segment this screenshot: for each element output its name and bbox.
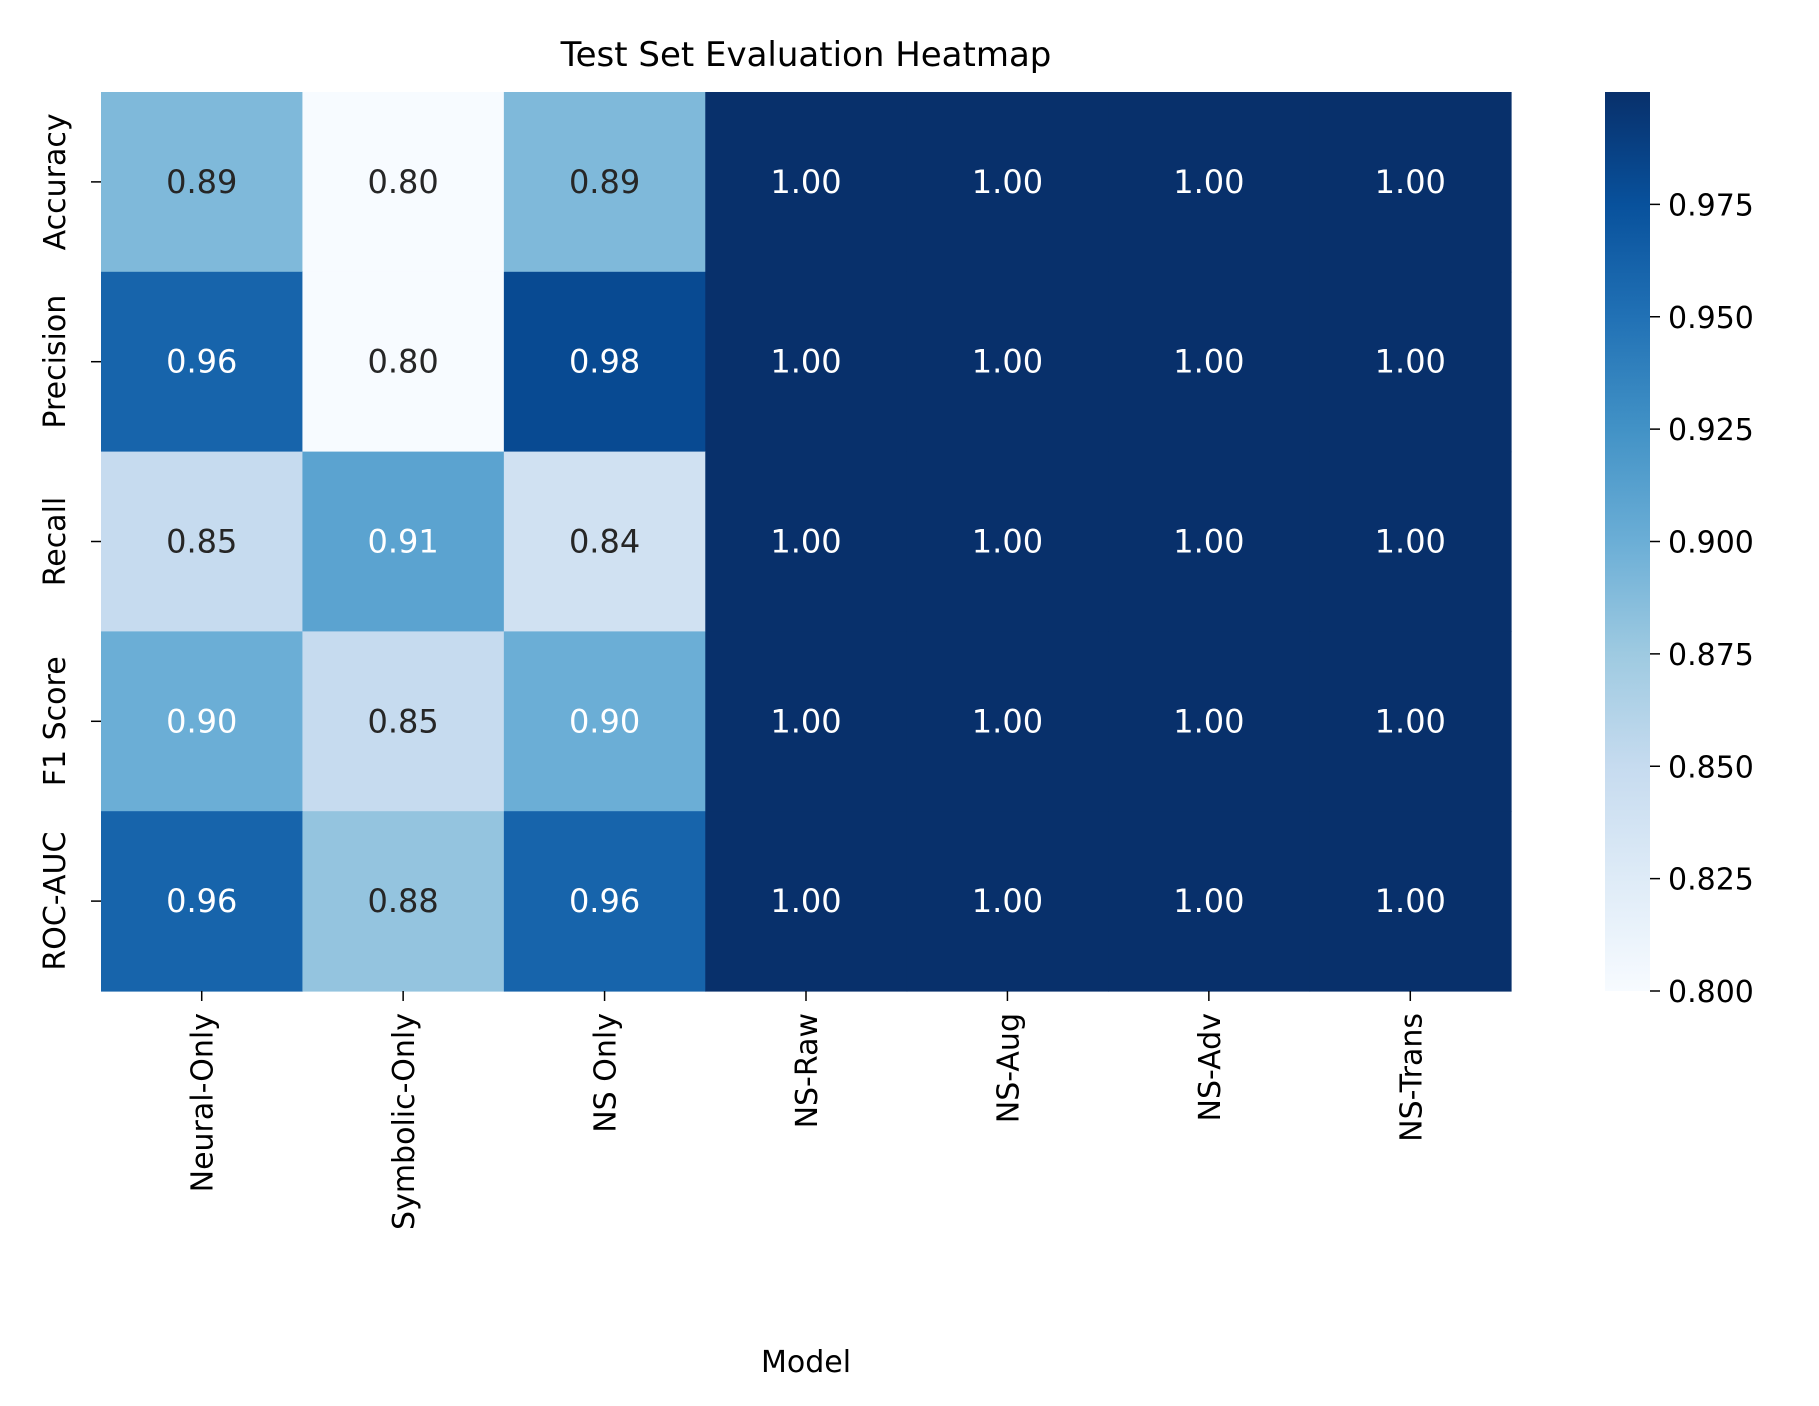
colorbar-tick-label: 0.800: [1668, 975, 1754, 1010]
cell-value-label: 0.89: [569, 163, 640, 201]
cell-value-label: 0.85: [368, 702, 439, 740]
x-tick-label: Neural-Only: [186, 1013, 221, 1192]
y-tick-label: F1 Score: [38, 656, 73, 786]
heatmap-cell: [705, 92, 908, 273]
cell-value-label: 1.00: [1173, 882, 1244, 920]
cell-value-label: 0.90: [569, 702, 640, 740]
colorbar-tick-label: 0.875: [1668, 638, 1754, 673]
heatmap-cell: [503, 811, 706, 992]
colorbar-tick-label: 0.900: [1668, 526, 1754, 561]
heatmap-cell: [906, 451, 1109, 632]
cell-value-label: 1.00: [1173, 702, 1244, 740]
colorbar-tick-label: 0.925: [1668, 413, 1754, 448]
heatmap-cell: [1108, 451, 1311, 632]
cell-value-label: 0.96: [569, 882, 640, 920]
x-tick-label: NS Only: [589, 1013, 624, 1133]
cell-value-label: 1.00: [1375, 343, 1446, 381]
heatmap-cell: [705, 271, 908, 453]
heatmap-cell: [302, 92, 505, 273]
x-axis-label: Model: [761, 1345, 851, 1380]
heatmap-cell: [1108, 811, 1311, 992]
heatmap-cell: [705, 451, 908, 632]
colorbar-tick-label: 0.975: [1668, 188, 1754, 223]
y-tick-label: Precision: [38, 295, 73, 429]
colorbar-tick-label: 0.825: [1668, 863, 1754, 898]
heatmap-cell: [1108, 271, 1311, 453]
x-axis: Neural-Only Symbolic-Only NS Only NS-Raw NS-…: [186, 991, 1429, 1230]
cell-value-label: 1.00: [972, 343, 1043, 381]
cell-value-label: 0.96: [166, 343, 237, 381]
heatmap-cell: [101, 451, 304, 632]
cell-value-label: 1.00: [1375, 523, 1446, 561]
colorbar-tick-label: 0.950: [1668, 301, 1754, 336]
heatmap-cells: [101, 92, 1512, 992]
heatmap-cell: [101, 811, 304, 992]
cell-value-label: 0.80: [368, 163, 439, 201]
y-tick-label: ROC-AUC: [38, 832, 73, 971]
cell-value-label: 1.00: [972, 882, 1043, 920]
heatmap-cell: [906, 271, 1109, 453]
heatmap-cell: [503, 631, 706, 812]
x-tick-label: NS-Raw: [790, 1013, 825, 1128]
cell-value-label: 0.90: [166, 702, 237, 740]
heatmap-cell: [101, 92, 304, 273]
heatmap-cell: [503, 92, 706, 273]
heatmap-cell: [503, 451, 706, 632]
cell-value-label: 0.98: [569, 343, 640, 381]
heatmap-cell: [302, 631, 505, 812]
heatmap-cell: [1309, 451, 1512, 632]
y-tick-label: Accuracy: [38, 113, 73, 250]
cell-value-label: 1.00: [1375, 163, 1446, 201]
heatmap-cell: [1108, 631, 1311, 812]
y-axis: Accuracy Precision Recall F1 Score ROC-AUC: [38, 113, 101, 971]
colorbar: 0.800 0.825 0.850 0.875 0.900 0.925 0.950 0.975: [1605, 92, 1754, 1010]
cell-value-label: 0.80: [368, 343, 439, 381]
cell-value-label: 0.96: [166, 882, 237, 920]
heatmap-cell: [302, 451, 505, 632]
y-tick-label: Recall: [38, 497, 73, 587]
colorbar-gradient: [1605, 92, 1650, 991]
heatmap-cell: [101, 631, 304, 812]
x-tick-label: NS-Aug: [991, 1013, 1026, 1123]
cell-value-label: 1.00: [972, 523, 1043, 561]
heatmap-cell: [503, 271, 706, 453]
heatmap-cell: [1309, 811, 1512, 992]
heatmap-cell: [906, 631, 1109, 812]
cell-value-label: 1.00: [770, 343, 841, 381]
heatmap-cell: [302, 271, 505, 453]
colorbar-tick-label: 0.850: [1668, 750, 1754, 785]
heatmap-cell: [705, 811, 908, 992]
heatmap-cell: [1309, 631, 1512, 812]
cell-value-label: 0.91: [368, 523, 439, 561]
cell-value-label: 0.88: [368, 882, 439, 920]
chart-title: Test Set Evaluation Heatmap: [560, 35, 1052, 75]
heatmap-cell: [1309, 92, 1512, 273]
cell-value-label: 1.00: [1375, 702, 1446, 740]
heatmap-cell: [906, 92, 1109, 273]
cell-value-label: 1.00: [770, 523, 841, 561]
cell-value-label: 1.00: [770, 702, 841, 740]
cell-value-label: 1.00: [770, 163, 841, 201]
cell-value-label: 1.00: [770, 882, 841, 920]
heatmap-cell: [906, 811, 1109, 992]
cell-value-label: 1.00: [972, 163, 1043, 201]
cell-value-label: 1.00: [972, 702, 1043, 740]
heatmap-cell: [302, 811, 505, 992]
cell-value-label: 1.00: [1375, 882, 1446, 920]
heatmap-cell: [705, 631, 908, 812]
x-tick-label: NS-Adv: [1193, 1013, 1228, 1121]
heatmap-cell: [101, 271, 304, 453]
heatmap-cell: [1309, 271, 1512, 453]
cell-value-label: 1.00: [1173, 163, 1244, 201]
x-tick-label: Symbolic-Only: [387, 1013, 422, 1230]
heatmap-cell: [1108, 92, 1311, 273]
cell-value-label: 1.00: [1173, 523, 1244, 561]
cell-value-label: 0.85: [166, 523, 237, 561]
heatmap-annotations: 0.89 0.80 0.89 1.00 1.00 1.00 1.00 0.96 0.80 0.98…: [166, 163, 1446, 920]
x-tick-label: NS-Trans: [1394, 1013, 1429, 1142]
cell-value-label: 1.00: [1173, 343, 1244, 381]
cell-value-label: 0.89: [166, 163, 237, 201]
cell-value-label: 0.84: [569, 523, 640, 561]
